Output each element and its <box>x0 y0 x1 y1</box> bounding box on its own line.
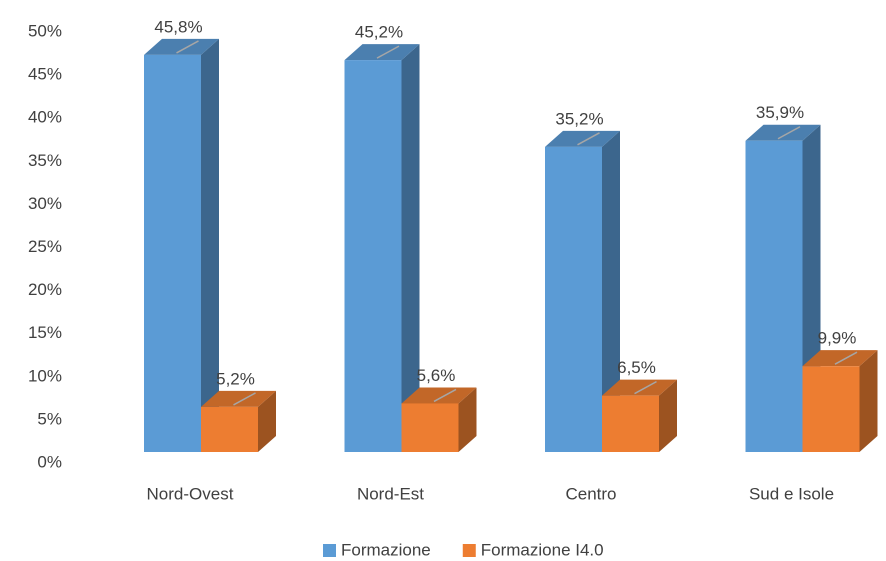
bar-top <box>201 390 276 407</box>
bar-top <box>802 350 878 367</box>
bar <box>545 146 602 453</box>
y-tick-label: 35% <box>28 151 62 170</box>
leader-line <box>577 132 600 146</box>
bar <box>344 60 402 453</box>
bar-top <box>144 38 219 55</box>
legend-swatch <box>323 544 336 557</box>
bar-top <box>401 387 477 404</box>
leader-line <box>176 40 199 54</box>
bar <box>201 406 258 452</box>
y-tick-label: 20% <box>28 280 62 299</box>
legend-label: Formazione I4.0 <box>481 540 604 559</box>
data-label: 5,6% <box>417 366 456 385</box>
bar <box>401 403 459 452</box>
bar-side <box>602 130 620 453</box>
data-label: 45,2% <box>355 23 403 42</box>
bar <box>802 366 860 452</box>
y-tick-label: 25% <box>28 237 62 256</box>
leader-line <box>777 126 801 140</box>
data-label: 35,2% <box>555 109 603 128</box>
bar-side <box>258 390 276 452</box>
y-tick-label: 5% <box>37 409 62 428</box>
data-label: 9,9% <box>818 329 857 348</box>
data-label: 5,2% <box>216 369 255 388</box>
x-tick-label: Centro <box>565 484 616 503</box>
bar-side <box>659 379 677 452</box>
bar-side <box>458 387 477 452</box>
bar-side <box>201 38 219 452</box>
bar-top <box>745 124 821 141</box>
x-tick-label: Nord-Est <box>357 484 424 503</box>
leader-line <box>233 392 256 406</box>
y-tick-label: 10% <box>28 366 62 385</box>
data-label: 45,8% <box>154 17 202 36</box>
y-tick-label: 40% <box>28 108 62 127</box>
bar-side <box>401 44 420 453</box>
legend-swatch <box>462 544 476 557</box>
y-tick-label: 30% <box>28 194 62 213</box>
bar <box>144 54 201 452</box>
bar-top <box>602 379 677 396</box>
x-tick-label: Sud e Isole <box>749 484 834 503</box>
data-label: 6,5% <box>617 358 656 377</box>
bar <box>602 395 659 452</box>
bar-side <box>859 350 878 452</box>
y-tick-label: 15% <box>28 323 62 342</box>
x-tick-label: Nord-Ovest <box>147 484 234 503</box>
y-tick-label: 45% <box>28 65 62 84</box>
data-label: 35,9% <box>756 103 804 122</box>
legend-label: Formazione <box>341 540 431 559</box>
y-tick-label: 50% <box>28 21 62 40</box>
bar <box>745 140 803 452</box>
bar-top <box>545 130 620 147</box>
leader-line <box>433 388 457 403</box>
leader-line <box>634 380 657 395</box>
y-tick-label: 0% <box>37 452 62 471</box>
leader-line <box>834 351 858 365</box>
leader-line <box>376 45 400 59</box>
bar-top <box>344 44 420 61</box>
